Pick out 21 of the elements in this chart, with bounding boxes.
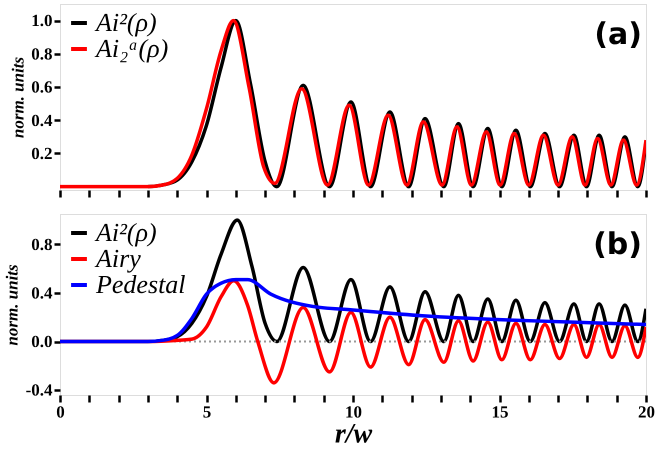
legend-label: Ai²(ρ): [94, 8, 157, 37]
x-tick-label: 15: [492, 402, 508, 422]
annotation: (b): [593, 227, 642, 262]
y-tick-label: 0.8: [31, 234, 52, 254]
x-tick-label: 20: [638, 402, 655, 422]
y-tick-label: 0.2: [31, 144, 52, 163]
y-tick-label: 0.6: [31, 78, 52, 97]
y-axis-title: norm. units: [8, 56, 28, 138]
annotation: (a): [594, 17, 642, 52]
x-tick-label: 10: [345, 402, 362, 422]
x-axis-title: r/w: [334, 418, 372, 450]
y-tick-label: 0.4: [31, 283, 53, 302]
y-tick-label: 0.8: [31, 44, 52, 64]
y-tick-label: 1.0: [31, 11, 52, 30]
y-axis-title: norm. units: [2, 264, 22, 346]
x-tick-label: 0: [56, 402, 65, 422]
y-tick-label: 0.4: [31, 110, 53, 130]
x-tick-label: 5: [202, 402, 212, 422]
legend-label: Ai²(ρ): [94, 218, 157, 247]
y-tick-label: 0.0: [31, 332, 52, 352]
y-tick-label: -0.4: [26, 380, 53, 400]
